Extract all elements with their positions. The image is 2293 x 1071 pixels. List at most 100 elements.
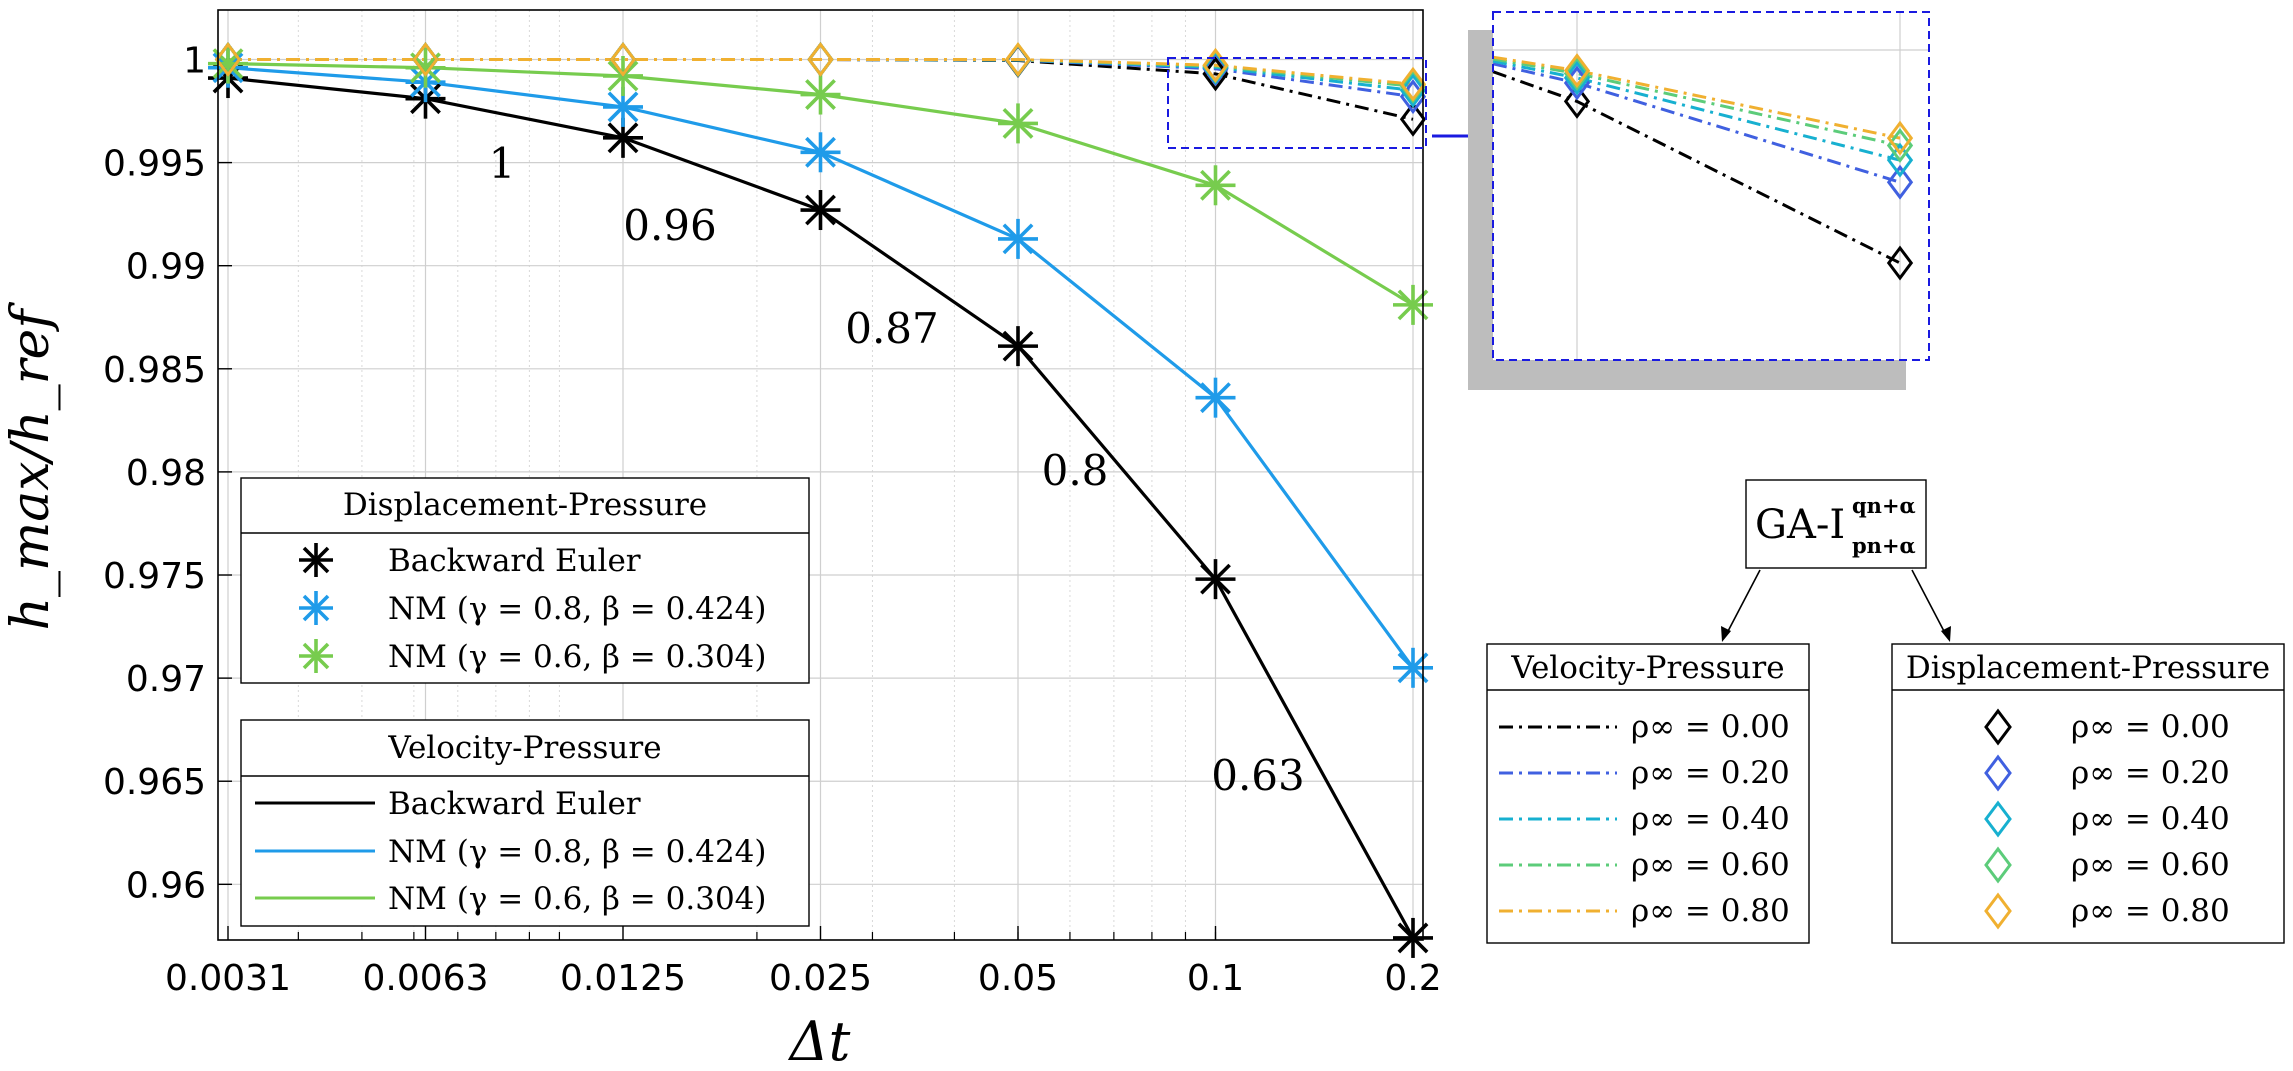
ga-vp-label: ρ∞ = 0.80 [1631,893,1790,929]
ga-branch-left [1725,569,1761,636]
inset-diamond [1563,56,1591,91]
y-tick-label: 0.995 [103,144,206,185]
series-line-ga-7 [228,58,1414,86]
x-tick-labels: 0.0031 0.0063 0.0125 0.025 0.05 0.1 0.2 [165,958,1442,999]
ga-vp-label: ρ∞ = 0.60 [1631,847,1790,883]
data-point-diamond [214,41,242,77]
inset-diamond [1886,164,1914,200]
legend-vp-label-be: Backward Euler [388,786,641,822]
x-tick-label: 0.2 [1384,958,1441,999]
inset-series-lines [1492,55,1901,265]
ga-vp-box [1486,643,1810,944]
ga-branch-left-head [1721,626,1731,642]
ga-vp-items: ρ∞ = 0.00 ρ∞ = 0.20 ρ∞ = 0.40 ρ∞ = 0.60 ρ∞ =… [1499,709,1790,929]
y-tick-label: 0.99 [126,247,206,288]
zoom-region-box [1167,57,1427,149]
ga-branch-right [1911,569,1947,636]
data-point-diamond [609,41,637,77]
x-tick-label: 0.0125 [560,958,686,999]
data-point-diamond [1202,47,1229,83]
y-tick-label: 0.98 [126,453,206,494]
ga-root-sub: pn+α [1852,533,1916,558]
data-point-diamond [807,41,834,77]
ga-dp-diamond [1984,892,2012,930]
y-tick-label: 0.985 [103,350,206,391]
data-point-asterisk [800,132,841,173]
data-point-diamond [412,41,439,77]
inset-diamond [1563,53,1591,89]
y-tick-label: 1 [183,40,206,81]
ga-dp-diamond [1984,708,2012,746]
data-point-asterisk [208,43,248,84]
x-axis-label: Δt [788,1010,851,1071]
ga-dp-diamond [1984,754,2012,792]
legend-vp-title: Velocity-Pressure [387,730,661,766]
ga-root-sup: qn+α [1852,493,1916,518]
legend-dp-marker-nm06 [299,639,333,673]
inset-series-markers [1563,53,1914,281]
data-point-asterisk [1195,165,1236,206]
data-point-asterisk [1195,377,1236,418]
legend-vp-label-nm08: NM (γ = 0.8, β = 0.424) [388,834,766,870]
ga-vp-label: ρ∞ = 0.20 [1631,755,1790,791]
x-tick-label: 0.0063 [363,958,489,999]
data-point-asterisk [998,326,1038,367]
data-point-asterisk [998,103,1038,144]
annotation-3: 0.87 [845,304,939,353]
legend-velocity-pressure: Velocity-Pressure Backward Euler NM (γ =… [240,719,810,927]
legend-dp-title: Displacement-Pressure [343,487,707,523]
inset-frame [1492,11,1930,361]
ga-legend: GA-I qn+α pn+α Velocity-Pressure ρ∞ = 0.… [1486,479,2285,944]
legend-dp-label-nm08: NM (γ = 0.8, β = 0.424) [388,591,766,627]
ga-vp-label: ρ∞ = 0.00 [1631,709,1790,745]
annotation-1: 1 [489,139,516,188]
data-point-asterisk [1393,284,1433,325]
data-point-diamond [1004,41,1032,77]
data-point-asterisk [603,117,643,158]
rate-annotations: 1 0.96 0.87 0.8 0.63 [489,139,1305,800]
ga-dp-items: ρ∞ = 0.00 ρ∞ = 0.20 ρ∞ = 0.40 ρ∞ = 0.60 ρ∞ =… [1984,708,2230,930]
legend-dp-marker-be [299,543,333,577]
legend-vp-box [240,719,810,927]
annotation-4: 0.8 [1042,446,1109,495]
ga-branch-right-head [1941,626,1951,642]
legend-dp-label-be: Backward Euler [388,543,641,579]
ga-dp-label: ρ∞ = 0.00 [2071,709,2230,745]
legend-dp-box [240,477,810,684]
legend-displacement-pressure: Displacement-Pressure Backward Euler NM … [240,477,810,684]
data-point-diamond [1399,101,1427,137]
inset-line-0 [1492,70,1901,265]
inset-diamond [1886,142,1914,178]
annotation-5: 0.63 [1211,751,1305,800]
y-tick-label: 0.975 [103,556,206,597]
inset-diamond [1563,60,1591,96]
zoom-inset [1468,11,1930,390]
data-point-diamond [1399,72,1427,108]
data-point-asterisk [998,218,1038,259]
y-tick-label: 0.96 [126,865,206,906]
ga-dp-diamond [1984,800,2012,838]
ga-dp-label: ρ∞ = 0.60 [2071,847,2230,883]
y-tick-label: 0.97 [126,659,206,700]
legend-dp-items: Backward Euler NM (γ = 0.8, β = 0.424) N… [299,543,766,675]
ga-dp-title: Displacement-Pressure [1906,650,2270,686]
ga-dp-box [1891,643,2285,944]
ga-vp-title: Velocity-Pressure [1510,650,1784,686]
x-tick-label: 0.05 [978,958,1058,999]
data-point-asterisk [1393,917,1433,958]
data-point-asterisk [1393,647,1433,688]
ga-root-box [1745,479,1927,569]
inset-diamond [1563,83,1591,119]
legend-dp-label-nm06: NM (γ = 0.6, β = 0.304) [388,639,766,675]
data-point-asterisk [405,47,446,88]
ga-dp-label: ρ∞ = 0.20 [2071,755,2230,791]
ga-dp-diamond [1984,846,2012,884]
y-tick-labels: 1 0.995 0.99 0.985 0.98 0.975 0.97 0.965 0.96 [103,40,206,906]
x-tick-label: 0.1 [1187,958,1244,999]
data-point-diamond [1399,66,1427,102]
annotation-2: 0.96 [623,201,717,250]
ga-dp-label: ρ∞ = 0.80 [2071,893,2230,929]
inset-diamond [1886,127,1914,163]
x-tick-label: 0.0031 [165,958,291,999]
legend-dp-marker-nm08 [299,591,333,625]
